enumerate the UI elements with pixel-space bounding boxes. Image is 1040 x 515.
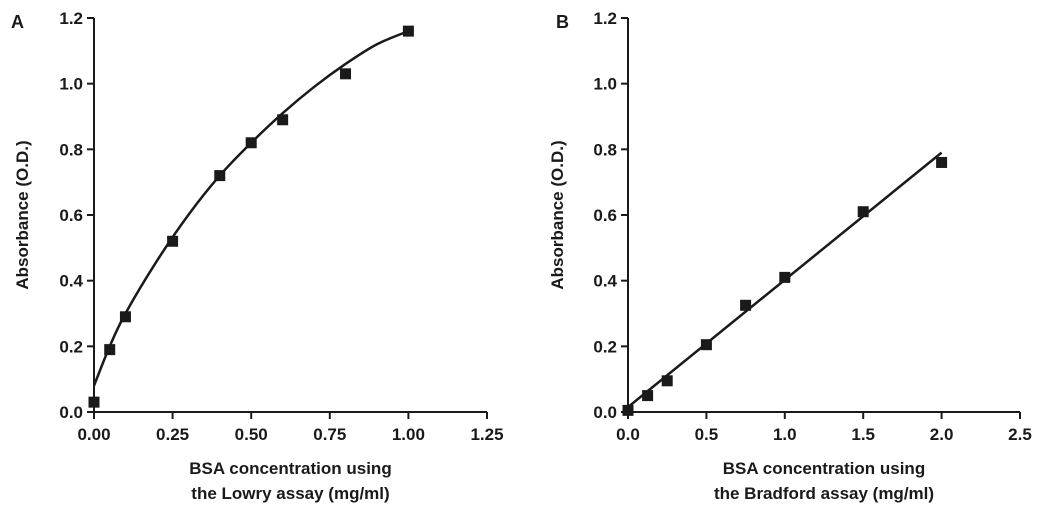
data-point [936, 156, 948, 168]
data-point [340, 68, 352, 80]
chart-panel-a: A 0.0 0.2 0.4 0.6 0.8 1.0 1.2 0.00 0.25 0.50 0.75 1.… [11, 9, 504, 503]
x-tick-label: 1.0 [773, 425, 797, 444]
data-point [88, 396, 100, 408]
y-axis-title: Absorbance (O.D.) [13, 140, 32, 289]
data-point [622, 404, 634, 416]
y-tick-label: 0.2 [593, 337, 617, 356]
y-tick-label: 1.2 [593, 9, 617, 28]
x-tick-label: 0.0 [616, 425, 640, 444]
data-point [104, 344, 116, 356]
fit-line [92, 29, 409, 387]
x-tick-label: 2.0 [930, 425, 954, 444]
data-point [700, 339, 712, 351]
x-tick-label: 0.00 [77, 425, 110, 444]
y-tick-label: 0.8 [593, 140, 617, 159]
y-tick-label: 0.4 [593, 272, 617, 291]
data-point [740, 299, 752, 311]
y-tick-label: 0.2 [59, 337, 83, 356]
x-axis-title-line-2: the Bradford assay (mg/ml) [714, 484, 934, 503]
y-tick-label: 0.6 [59, 206, 83, 225]
x-axis-title-line-2: the Lowry assay (mg/ml) [191, 484, 389, 503]
data-point [214, 170, 226, 182]
y-tick-label: 0.0 [593, 403, 617, 422]
y-tick-label: 0.4 [59, 272, 83, 291]
x-tick-label: 1.25 [470, 425, 503, 444]
panel-letter: A [11, 12, 24, 32]
x-axis-title-line-1: BSA concentration using [723, 459, 925, 478]
data-point [245, 137, 257, 149]
data-point [779, 271, 791, 283]
data-point [642, 390, 654, 402]
x-tick-label: 0.50 [235, 425, 268, 444]
y-tick-label: 1.2 [59, 9, 83, 28]
x-tick-label: 0.75 [313, 425, 346, 444]
panel-letter: B [556, 12, 569, 32]
data-point [402, 25, 414, 37]
x-tick-label: 1.5 [851, 425, 875, 444]
y-tick-label: 0.0 [59, 403, 83, 422]
data-point [119, 311, 131, 323]
chart-panel-b: B 0.0 0.2 0.4 0.6 0.8 1.0 1.2 0.0 0.5 1.0 1.5 2.0 2.5… [548, 9, 1032, 503]
x-tick-label: 0.5 [695, 425, 719, 444]
y-tick-label: 1.0 [59, 75, 83, 94]
data-point [167, 235, 179, 247]
x-tick-label: 0.25 [156, 425, 189, 444]
data-point [277, 114, 289, 126]
data-point [661, 375, 673, 387]
y-tick-label: 0.6 [593, 206, 617, 225]
y-tick-label: 1.0 [593, 75, 617, 94]
x-tick-label: 1.00 [392, 425, 425, 444]
data-point [857, 206, 869, 218]
x-axis-title-line-1: BSA concentration using [189, 459, 391, 478]
x-tick-label: 2.5 [1008, 425, 1032, 444]
y-tick-label: 0.8 [59, 140, 83, 159]
y-axis-title: Absorbance (O.D.) [548, 140, 567, 289]
